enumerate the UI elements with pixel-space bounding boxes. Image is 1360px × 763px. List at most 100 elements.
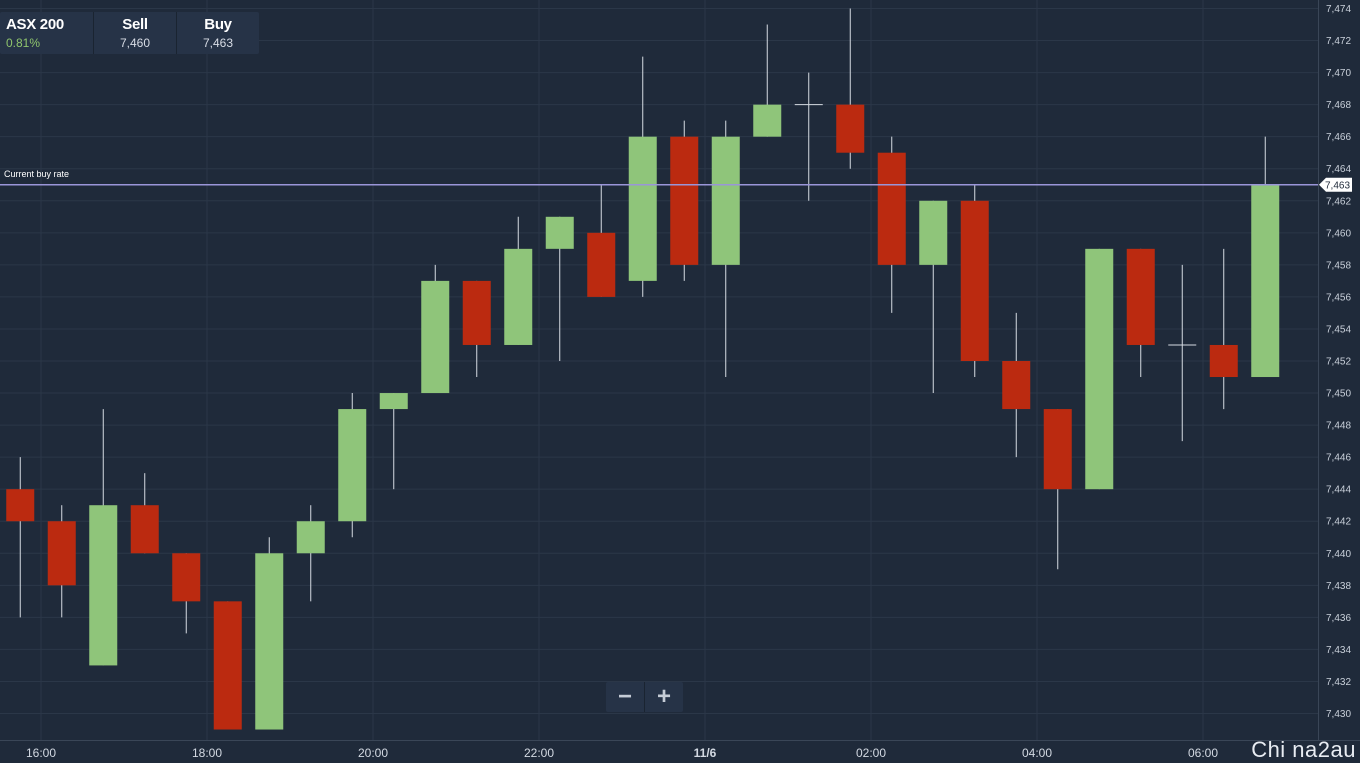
candle-down[interactable] [1043,409,1072,570]
candle-down[interactable] [670,120,699,281]
candle-up[interactable] [1085,248,1114,490]
candle-body [1085,248,1114,490]
zoom-in-button[interactable]: + [644,682,683,712]
candle-down[interactable] [877,136,906,313]
candle-down[interactable] [172,553,201,634]
sell-price: 7,460 [119,36,151,50]
price-change: 0.81% [6,36,41,50]
candle-body [919,200,948,265]
candle-body [670,136,699,265]
y-tick-label: 7,454 [1326,324,1351,335]
candle-up[interactable] [794,72,823,201]
candle-body [1043,409,1072,490]
y-tick-label: 7,456 [1326,292,1351,303]
candle-body [711,136,740,265]
y-tick-label: 7,442 [1326,517,1351,528]
x-tick-label: 20:00 [358,746,388,760]
candle-up[interactable] [338,393,367,538]
candle-up[interactable] [89,409,118,666]
candle-up[interactable] [711,120,740,378]
candle-body [1126,248,1155,345]
candle-body [213,601,242,730]
candle-down[interactable] [213,601,242,730]
y-tick-label: 7,448 [1326,421,1351,432]
candle-body [836,104,865,153]
buy-button[interactable]: Buy 7,463 [176,12,259,54]
y-tick-label: 7,462 [1326,196,1351,207]
candle-body [130,505,159,554]
candle-up[interactable] [1168,264,1197,442]
y-tick-label: 7,468 [1326,100,1351,111]
candle-up[interactable] [379,393,408,490]
y-tick-label: 7,470 [1326,68,1351,79]
candle-body [877,152,906,265]
y-tick-label: 7,464 [1326,164,1351,175]
zoom-controls: − + [606,682,683,712]
y-tick-label: 7,436 [1326,613,1351,624]
candle-up[interactable] [296,505,325,602]
candle-body [89,505,118,666]
x-tick-label: 16:00 [26,746,56,760]
y-tick-label: 7,434 [1326,645,1351,656]
y-tick-label: 7,432 [1326,677,1351,688]
overlay-layer: Current buy rate 7,463 [0,169,1352,192]
candle-body [753,104,782,137]
candle-layer [6,8,1280,730]
candle-body [960,200,989,361]
y-tick-label: 7,430 [1326,709,1351,720]
candle-up[interactable] [504,216,533,345]
current-buy-rate-tag [1319,177,1352,192]
candle-down[interactable] [6,457,35,618]
candle-down[interactable] [462,280,491,378]
candle-body [504,248,533,345]
candle-up[interactable] [1251,136,1280,378]
zoom-out-button[interactable]: − [617,683,632,710]
candle-down[interactable] [1002,312,1031,458]
instrument-cell[interactable]: ASX 200 0.81% [0,12,93,54]
candle-down[interactable] [1209,248,1238,410]
candle-body [587,232,616,297]
candle-down[interactable] [836,8,865,169]
candle-down[interactable] [960,184,989,378]
candle-up[interactable] [753,24,782,137]
candle-body [421,280,450,394]
candle-body [545,216,574,249]
candle-down[interactable] [587,184,616,297]
candle-body [172,553,201,602]
candle-up[interactable] [919,200,948,394]
candle-body [462,280,491,345]
sell-label: Sell [122,16,148,33]
candle-up[interactable] [545,216,574,361]
candle-down[interactable] [130,473,159,554]
y-tick-label: 7,440 [1326,549,1351,560]
y-tick-label: 7,438 [1326,581,1351,592]
y-tick-label: 7,474 [1326,4,1351,15]
candle-body [296,521,325,554]
buy-label: Buy [204,16,232,33]
candle-up[interactable] [628,56,657,297]
candle-body [6,489,35,522]
x-tick-label: 22:00 [524,746,554,760]
grid-layer [0,0,1318,740]
y-tick-label: 7,472 [1326,36,1351,47]
y-tick-label: 7,460 [1326,228,1351,239]
candle-down[interactable] [1126,248,1155,378]
candle-body [255,553,284,730]
candle-body [47,521,76,586]
candle-body [379,393,408,410]
instrument-name: ASX 200 [6,16,64,33]
x-tick-label: 06:00 [1188,746,1218,760]
y-tick-label: 7,466 [1326,132,1351,143]
sell-button[interactable]: Sell 7,460 [93,12,176,54]
y-tick-label: 7,458 [1326,260,1351,271]
candle-down[interactable] [47,505,76,618]
candle-up[interactable] [255,537,284,730]
current-buy-rate-label: Current buy rate [4,169,69,179]
y-tick-label: 7,452 [1326,357,1351,368]
buy-price: 7,463 [202,36,234,50]
y-tick-label: 7,446 [1326,453,1351,464]
y-tick-label: 7,444 [1326,485,1351,496]
candle-up[interactable] [421,264,450,394]
